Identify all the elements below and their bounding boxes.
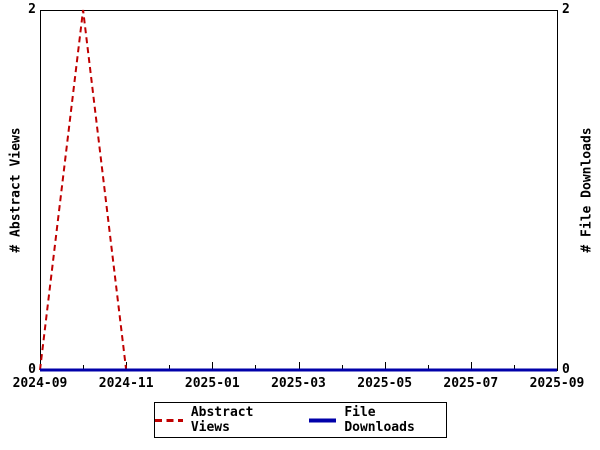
y-tick-label-left-max: 2 bbox=[28, 2, 36, 17]
x-tick-label: 2025-09 bbox=[529, 376, 585, 391]
x-tick-label: 2024-09 bbox=[12, 376, 68, 391]
x-tick-label: 2025-01 bbox=[184, 376, 240, 391]
legend-label-file-downloads: File Downloads bbox=[344, 405, 415, 435]
x-tick-label: 2025-05 bbox=[357, 376, 413, 391]
legend-box: Abstract Views File Downloads bbox=[154, 402, 447, 438]
y-tick-label-right-max: 2 bbox=[562, 2, 570, 17]
y-tick-label-left-min: 0 bbox=[28, 362, 36, 377]
x-tick-label: 2025-03 bbox=[271, 376, 326, 391]
legend-label-abstract-views: Abstract Views bbox=[190, 405, 254, 435]
file-downloads-solid-line-sample bbox=[308, 418, 337, 422]
plot-border bbox=[40, 10, 558, 371]
legend-item-file-downloads: File Downloads bbox=[308, 405, 447, 435]
legend-item-abstract-views: Abstract Views bbox=[155, 405, 293, 435]
y-axis-title-right: # File Downloads bbox=[579, 127, 595, 253]
y-axis-title-left: # Abstract Views bbox=[8, 127, 24, 253]
abstract-views-dashed-line-sample bbox=[155, 418, 183, 422]
series-line-abstract-views bbox=[39, 9, 557, 371]
y-tick-label-right-min: 0 bbox=[562, 362, 570, 377]
x-tick-label: 2025-07 bbox=[443, 376, 499, 391]
x-tick-label: 2024-11 bbox=[98, 376, 154, 391]
